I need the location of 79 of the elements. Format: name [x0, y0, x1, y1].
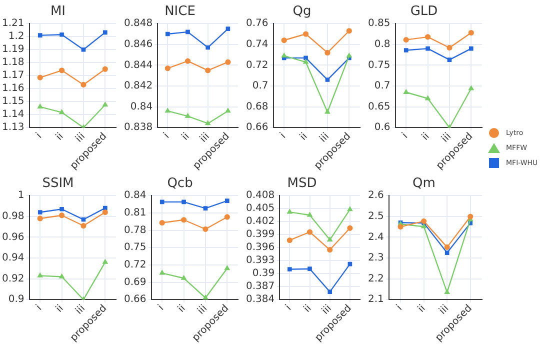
x-tick-label: ii	[54, 131, 66, 143]
x-tick-label: i	[34, 303, 44, 313]
y-tick-label: 0.848	[124, 18, 153, 30]
y-tick-label: 0.408	[246, 190, 275, 202]
y-tick-label: 0.65	[368, 101, 390, 112]
y-tick-label: 0.9	[8, 294, 24, 306]
y-tick-label: 0.81	[124, 208, 146, 219]
x-tick-label: i	[162, 131, 172, 141]
y-tick-label: 0.98	[2, 210, 24, 222]
y-tick-label: 0.399	[246, 229, 275, 240]
chart-title: GLD	[410, 4, 438, 20]
y-tick-label: 0.75	[368, 60, 390, 71]
y-tick-label: 0.85	[368, 18, 390, 30]
x-tick-label: i	[156, 303, 166, 313]
y-tick-label: 0.384	[246, 294, 275, 306]
y-tick-label: 0.66	[246, 122, 268, 134]
y-tick-label: 0.92	[2, 273, 24, 284]
y-tick-label: 1.2	[8, 31, 24, 42]
y-tick-label: 0.74	[246, 38, 268, 50]
chart-title: SSIM	[42, 176, 74, 192]
y-tick-label: 1.13	[2, 122, 24, 134]
y-tick-label: 0.842	[124, 80, 153, 92]
y-tick-label: 0.66	[124, 294, 146, 306]
y-tick-label: 0.844	[124, 60, 153, 71]
x-tick-label: ii	[180, 131, 192, 143]
x-tick-label: ii	[176, 303, 188, 315]
y-tick-label: 1.18	[2, 57, 24, 68]
y-tick-label: 0.78	[124, 224, 146, 236]
y-tick-label: 0.68	[246, 101, 268, 112]
y-tick-label: 0.7	[374, 80, 390, 92]
x-tick-label: ii	[420, 131, 432, 143]
y-tick-label: 2.6	[368, 190, 384, 202]
chart-title: MI	[50, 4, 66, 20]
y-tick-label: 0.39	[252, 268, 275, 280]
y-tick-label: 0.94	[2, 252, 24, 264]
y-tick-label: 0.7	[252, 80, 268, 92]
x-tick-label: ii	[54, 303, 66, 315]
x-tick-label: ii	[298, 131, 310, 143]
y-tick-label: 2.2	[368, 273, 384, 284]
chart-title: Qg	[292, 4, 312, 20]
y-tick-label: 0.84	[130, 101, 153, 112]
y-tick-label: 0.846	[124, 38, 153, 50]
chart-title: Qcb	[167, 176, 193, 192]
y-tick-label: 1.16	[2, 83, 24, 94]
y-tick-label: 2.3	[368, 252, 384, 264]
chart-title: NICE	[164, 4, 196, 20]
y-tick-label: 0.393	[246, 255, 275, 266]
y-tick-label: 0.387	[246, 281, 275, 292]
y-tick-label: 0.75	[124, 242, 146, 254]
y-tick-label: 1.21	[2, 18, 24, 30]
x-tick-label: i	[394, 303, 404, 313]
y-tick-label: 0.96	[2, 232, 24, 243]
y-tick-label: 2.1	[368, 294, 384, 306]
x-tick-label: i	[278, 131, 288, 141]
y-tick-label: 2.5	[368, 210, 384, 222]
y-tick-label: 1	[18, 190, 24, 202]
y-tick-label: 0.84	[124, 190, 146, 202]
x-tick-label: i	[284, 303, 294, 313]
x-tick-label: i	[34, 131, 44, 141]
x-tick-label: ii	[416, 303, 428, 315]
y-tick-label: 0.8	[374, 38, 390, 50]
y-tick-label: 2.4	[368, 232, 384, 243]
y-tick-label: 0.6	[374, 122, 390, 134]
y-tick-label: 1.15	[2, 96, 24, 108]
y-tick-label: 0.72	[246, 60, 268, 71]
y-tick-label: 0.69	[124, 276, 146, 288]
chart-title: MSD	[287, 176, 317, 192]
y-tick-label: 0.72	[124, 260, 146, 271]
y-tick-label: 1.14	[2, 109, 24, 120]
y-tick-label: 0.405	[246, 203, 275, 214]
x-tick-label: ii	[302, 303, 314, 315]
y-tick-label: 0.402	[246, 216, 275, 228]
y-tick-label: 1.19	[2, 44, 24, 56]
y-tick-label: 1.17	[2, 70, 24, 82]
y-tick-label: 0.396	[246, 242, 275, 254]
y-tick-label: 0.76	[246, 18, 268, 30]
y-tick-label: 0.838	[124, 122, 153, 134]
chart-title: Qm	[412, 176, 436, 192]
x-tick-label: i	[400, 131, 410, 141]
